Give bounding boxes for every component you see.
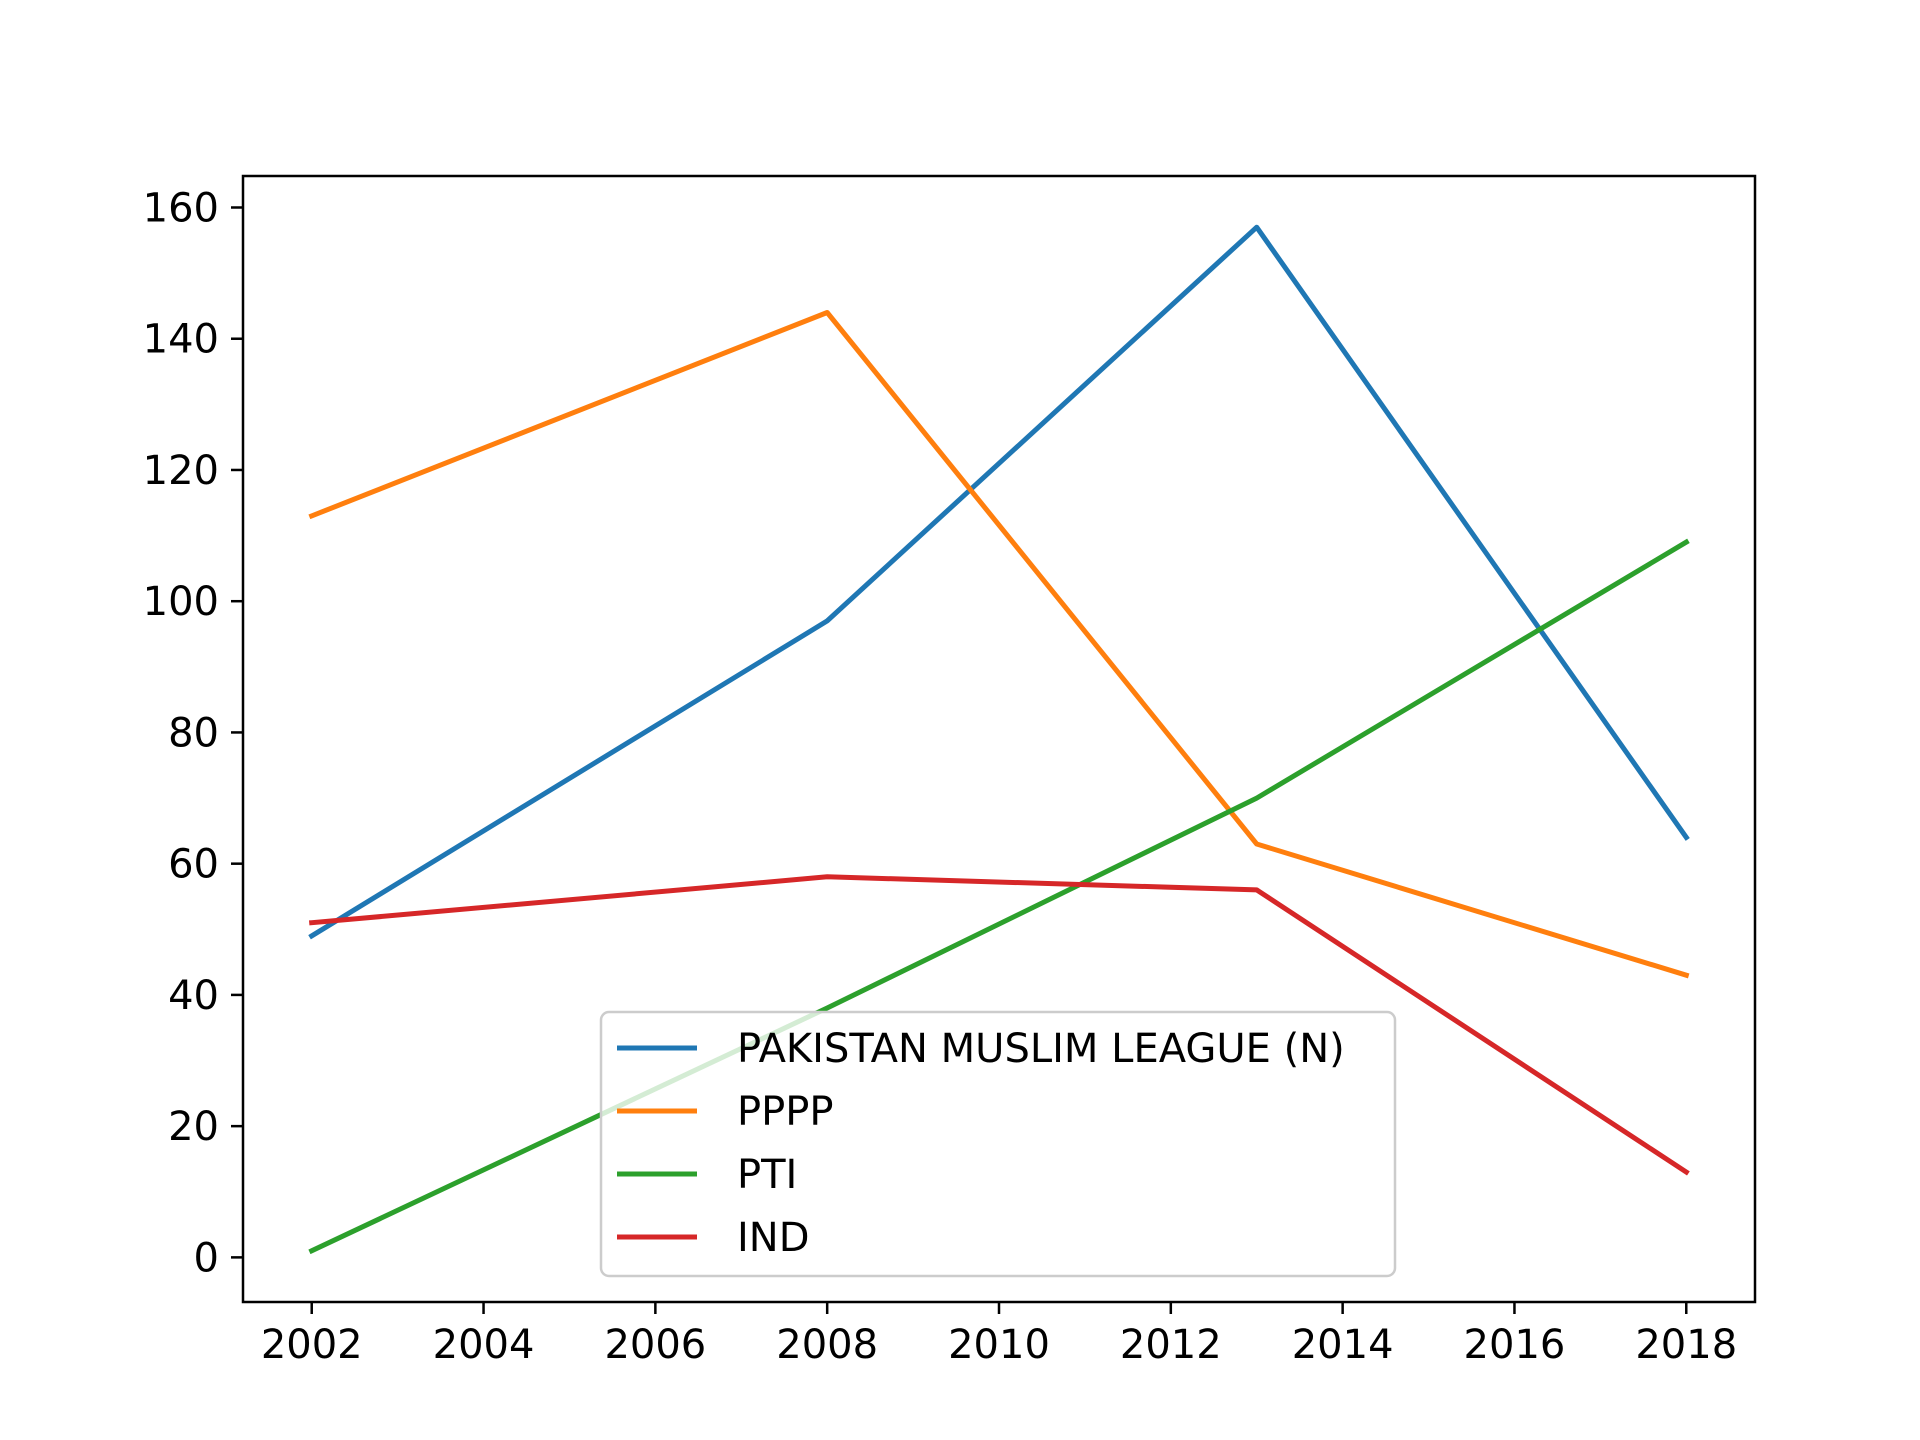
y-tick-label: 40 <box>168 973 219 1019</box>
series-line-1 <box>308 310 1690 979</box>
legend-box <box>599 1010 1397 1278</box>
legend-label-0: PAKISTAN MUSLIM LEAGUE (N) <box>737 1026 1345 1072</box>
y-tick-label: 100 <box>143 579 219 625</box>
y-tick-label: 120 <box>143 448 219 494</box>
x-tick-label: 2004 <box>433 1322 535 1368</box>
x-tick-label: 2010 <box>948 1322 1050 1368</box>
series-layer <box>308 224 1690 1255</box>
x-tick-label: 2006 <box>604 1322 706 1368</box>
y-tick-label: 60 <box>168 842 219 888</box>
y-tick-label: 140 <box>143 317 219 363</box>
x-axis: 2002 2004 2006 2008 2010 2012 2014 2016 2018 <box>261 1302 1737 1368</box>
x-tick-label: 2016 <box>1464 1322 1566 1368</box>
legend-label-1: PPPP <box>737 1089 833 1135</box>
x-tick-label: 2018 <box>1635 1322 1737 1368</box>
y-tick-label: 160 <box>143 185 219 231</box>
y-axis: 0 20 40 60 80 100 120 140 160 <box>143 185 243 1281</box>
x-tick-label: 2008 <box>776 1322 878 1368</box>
y-tick-label: 80 <box>168 710 219 756</box>
y-tick-label: 20 <box>168 1104 219 1150</box>
series-line-0 <box>308 224 1690 940</box>
series-line-3 <box>308 874 1690 1176</box>
x-tick-label: 2002 <box>261 1322 363 1368</box>
x-tick-label: 2012 <box>1120 1322 1222 1368</box>
y-tick-label: 0 <box>194 1235 219 1281</box>
series-line-2 <box>308 538 1690 1255</box>
legend: PAKISTAN MUSLIM LEAGUE (N) PPPP PTI IND <box>599 1010 1397 1278</box>
x-tick-label: 2014 <box>1292 1322 1394 1368</box>
legend-label-2: PTI <box>737 1152 797 1198</box>
legend-label-3: IND <box>737 1215 810 1261</box>
